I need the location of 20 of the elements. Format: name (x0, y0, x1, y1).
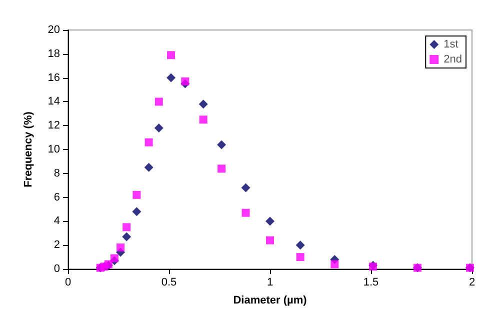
y-tick-label: 6 (54, 191, 60, 204)
legend-label: 1st (444, 38, 458, 50)
y-tick-label: 10 (48, 144, 60, 156)
x-tick-label: 1.5 (363, 276, 379, 288)
y-tick-label: 2 (54, 239, 60, 252)
x-tick-label: 1 (266, 276, 274, 288)
y-tick-label: 14 (48, 96, 60, 108)
y-tick-label: 0 (54, 263, 60, 275)
y-tick-label: 20 (48, 24, 60, 36)
x-tick-label: 2 (468, 276, 476, 288)
y-axis-title: Frequency (%) (22, 111, 34, 188)
y-tick-label: 8 (54, 167, 60, 180)
x-tick-label: 0.5 (161, 276, 177, 288)
y-tick-label: 12 (48, 120, 60, 132)
y-tick-label: 16 (48, 72, 60, 84)
y-tick-label: 4 (54, 215, 60, 228)
x-axis-title: Diameter (µm) (233, 294, 308, 306)
x-tick-label: 0 (64, 276, 72, 288)
legend-label: 2nd (444, 54, 462, 66)
y-tick-label: 18 (48, 48, 60, 60)
